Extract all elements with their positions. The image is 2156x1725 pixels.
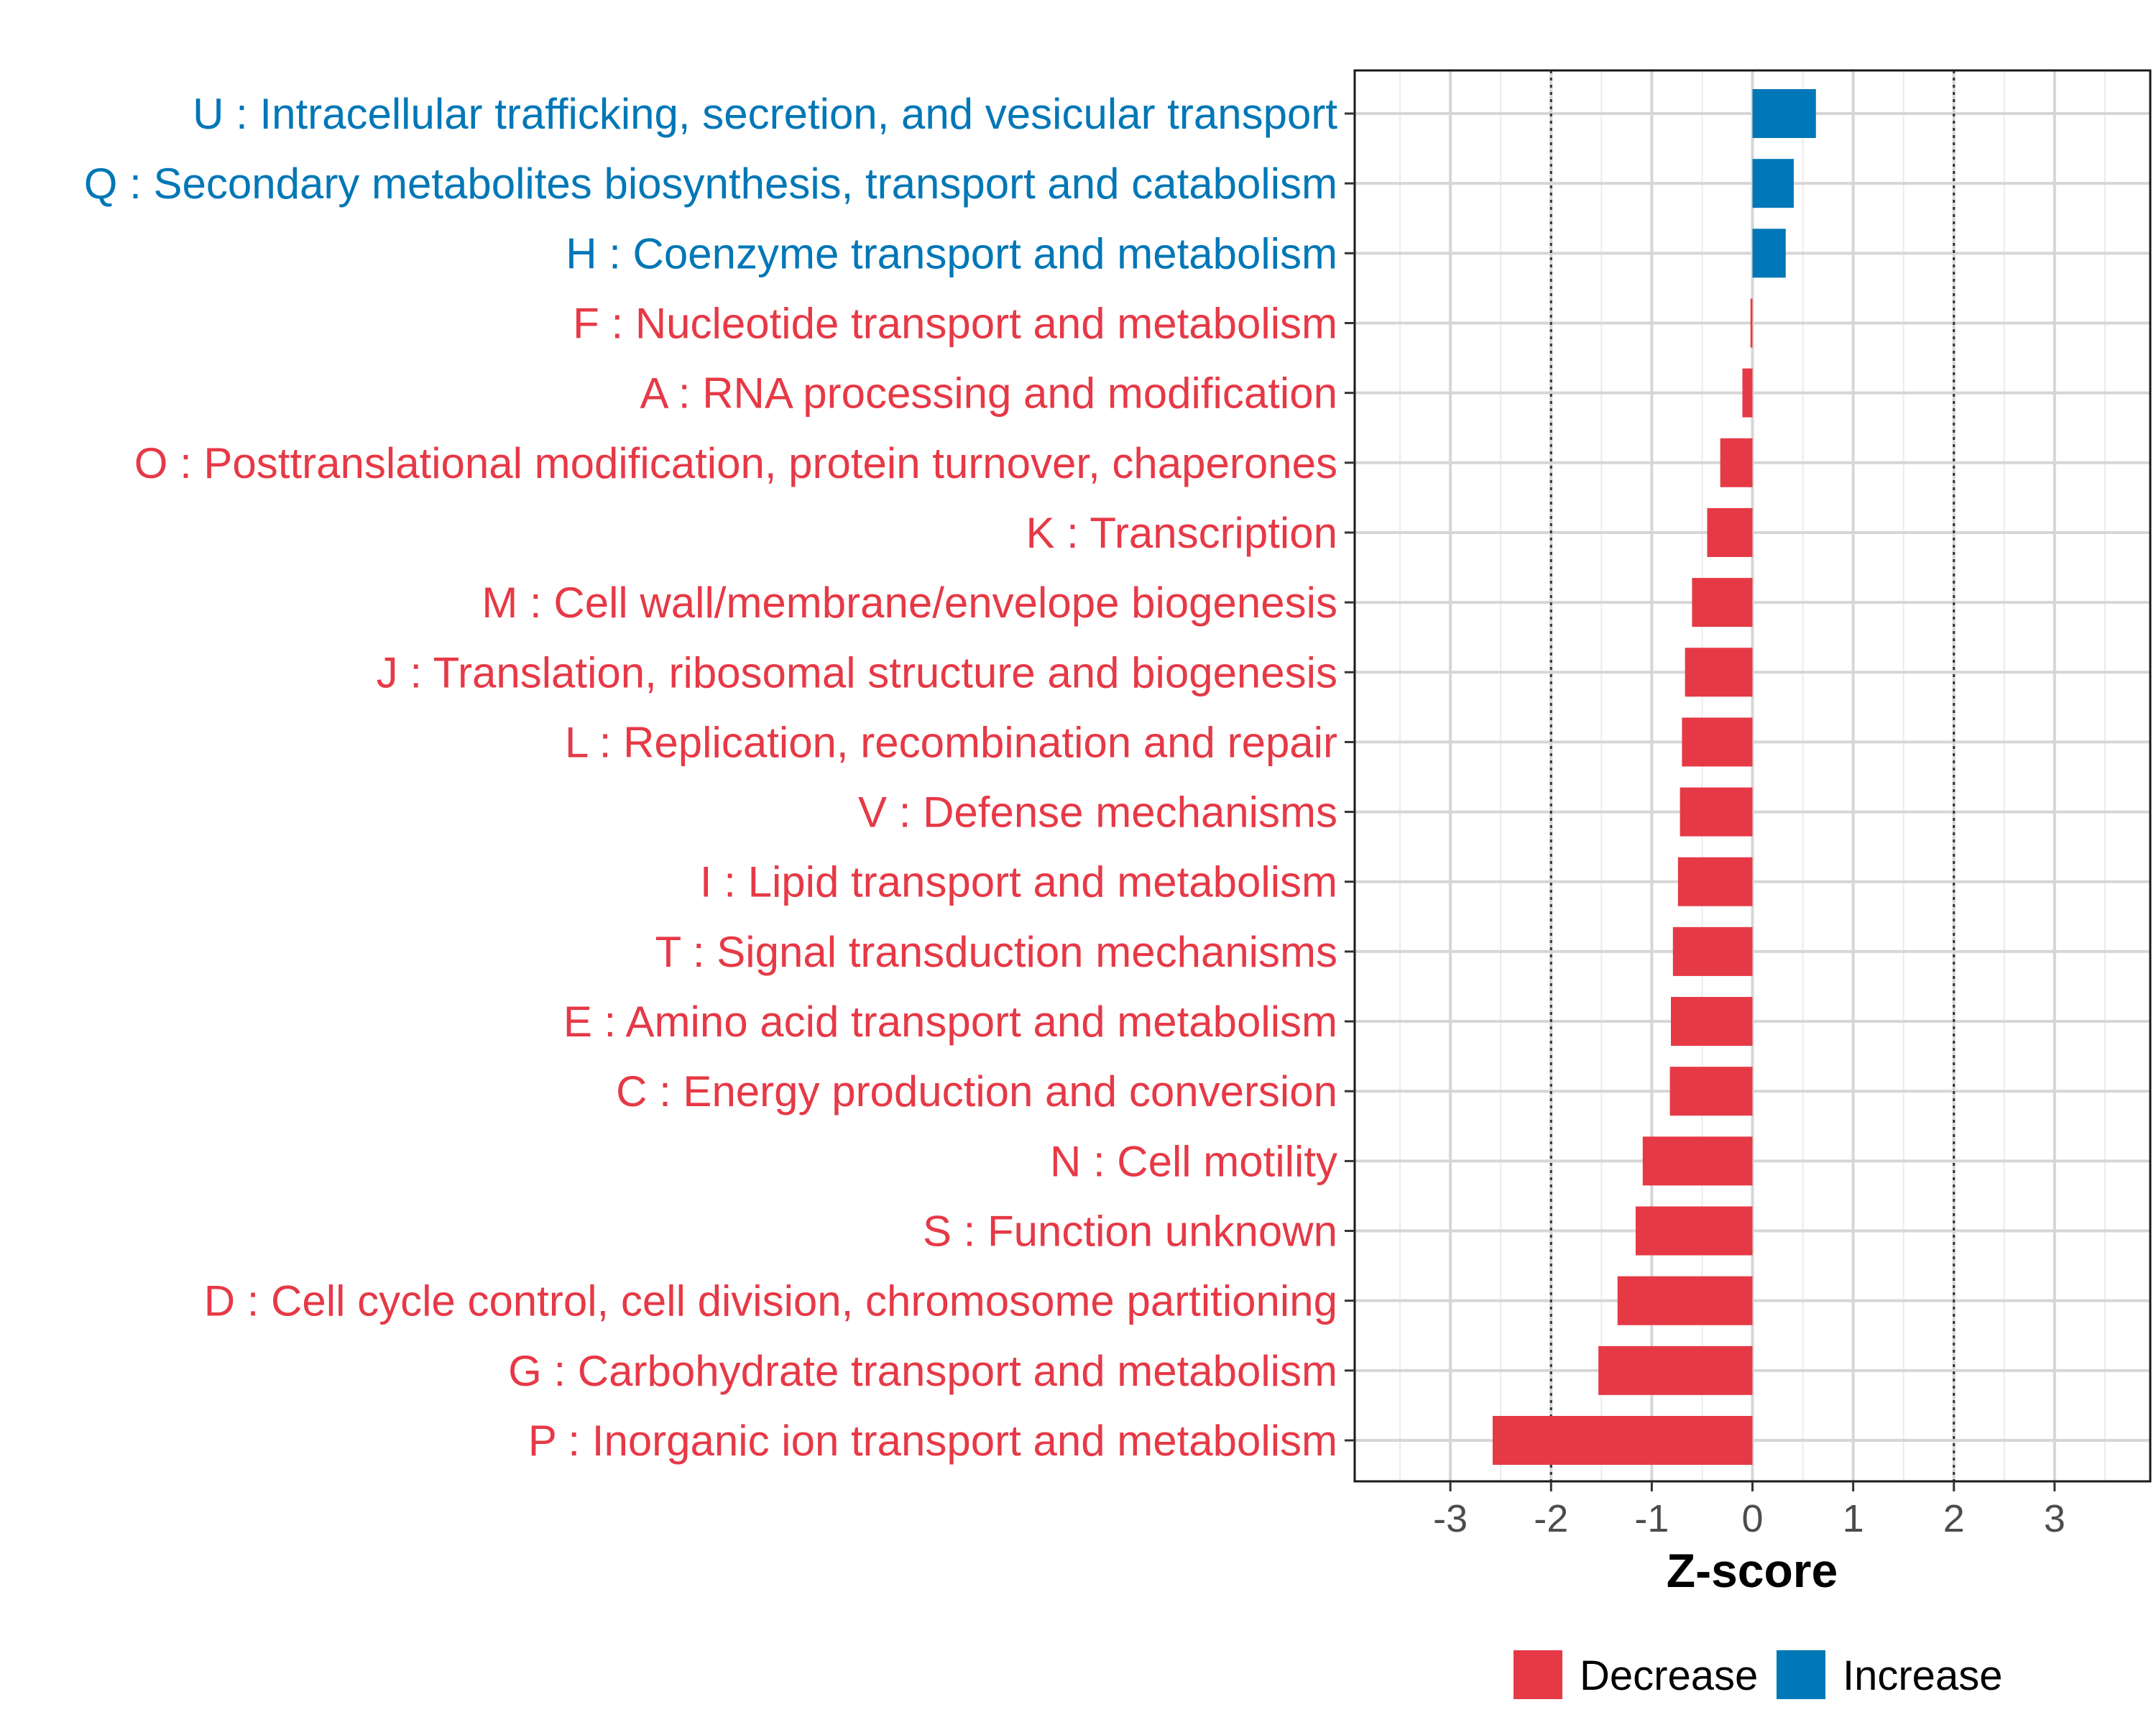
category-label: L : Replication, recombination and repai…: [565, 718, 1337, 766]
legend-label-increase: Increase: [1843, 1652, 2002, 1699]
category-label: G : Carbohydrate transport and metabolis…: [508, 1347, 1337, 1395]
category-label: U : Intracellular trafficking, secretion…: [193, 90, 1337, 138]
bar: [1598, 1346, 1753, 1395]
bar: [1617, 1276, 1753, 1325]
bar: [1680, 787, 1753, 837]
category-label: O : Posttranslational modification, prot…: [134, 439, 1337, 487]
legend-swatch-increase: [1777, 1650, 1825, 1699]
bar: [1720, 438, 1753, 487]
bar: [1752, 229, 1786, 278]
bar: [1642, 1136, 1753, 1186]
bar: [1692, 578, 1753, 627]
x-tick-label: 0: [1741, 1497, 1763, 1540]
category-label: D : Cell cycle control, cell division, c…: [204, 1277, 1337, 1325]
category-label: P : Inorganic ion transport and metaboli…: [528, 1417, 1337, 1465]
x-tick-label: 1: [1843, 1497, 1864, 1540]
x-tick-label: 3: [2044, 1497, 2065, 1540]
y-axis-ticks: [1345, 112, 1355, 1442]
legend-swatch-decrease: [1514, 1650, 1562, 1699]
x-axis-tick-labels: -3 -2 -1 0 1 2 3: [1433, 1497, 2065, 1540]
category-label: S : Function unknown: [923, 1208, 1337, 1256]
bar: [1669, 1067, 1753, 1116]
x-axis-title: Z-score: [1667, 1544, 1838, 1597]
category-label: I : Lipid transport and metabolism: [700, 858, 1337, 906]
bar: [1707, 507, 1753, 557]
x-tick-label: 2: [1943, 1497, 1965, 1540]
bar: [1672, 926, 1753, 976]
category-label: V : Defense mechanisms: [858, 788, 1337, 837]
legend: Decrease Increase: [1514, 1650, 2002, 1699]
reference-lines: [1549, 70, 1955, 1481]
category-label: K : Transcription: [1026, 509, 1337, 557]
category-label: T : Signal transduction mechanisms: [655, 928, 1337, 976]
category-label: F : Nucleotide transport and metabolism: [573, 299, 1337, 347]
x-tick-label: -1: [1634, 1497, 1669, 1540]
x-tick-label: -3: [1433, 1497, 1468, 1540]
x-tick-label: -2: [1534, 1497, 1568, 1540]
category-label: H : Coenzyme transport and metabolism: [566, 229, 1337, 277]
bar: [1752, 159, 1794, 208]
category-label: C : Energy production and conversion: [616, 1067, 1337, 1116]
bar: [1742, 368, 1753, 418]
x-axis-ticks: [1449, 1481, 2056, 1491]
bar: [1750, 298, 1753, 348]
category-label: N : Cell motility: [1050, 1137, 1337, 1185]
bar: [1682, 717, 1753, 767]
bar: [1492, 1415, 1753, 1466]
category-label: Q : Secondary metabolites biosynthesis, …: [84, 160, 1337, 208]
category-label: M : Cell wall/membrane/envelope biogenes…: [482, 579, 1337, 627]
legend-label-decrease: Decrease: [1580, 1652, 1758, 1699]
bar: [1685, 648, 1753, 697]
bar: [1677, 857, 1753, 906]
category-label: A : RNA processing and modification: [640, 369, 1337, 418]
category-label: J : Translation, ribosomal structure and…: [377, 648, 1337, 696]
bar: [1670, 997, 1753, 1046]
bars: [1492, 88, 1816, 1466]
y-axis-labels: U : Intracellular trafficking, secretion…: [84, 90, 1338, 1465]
category-label: E : Amino acid transport and metabolism: [563, 998, 1337, 1046]
bar: [1752, 88, 1816, 139]
bar: [1635, 1206, 1753, 1256]
